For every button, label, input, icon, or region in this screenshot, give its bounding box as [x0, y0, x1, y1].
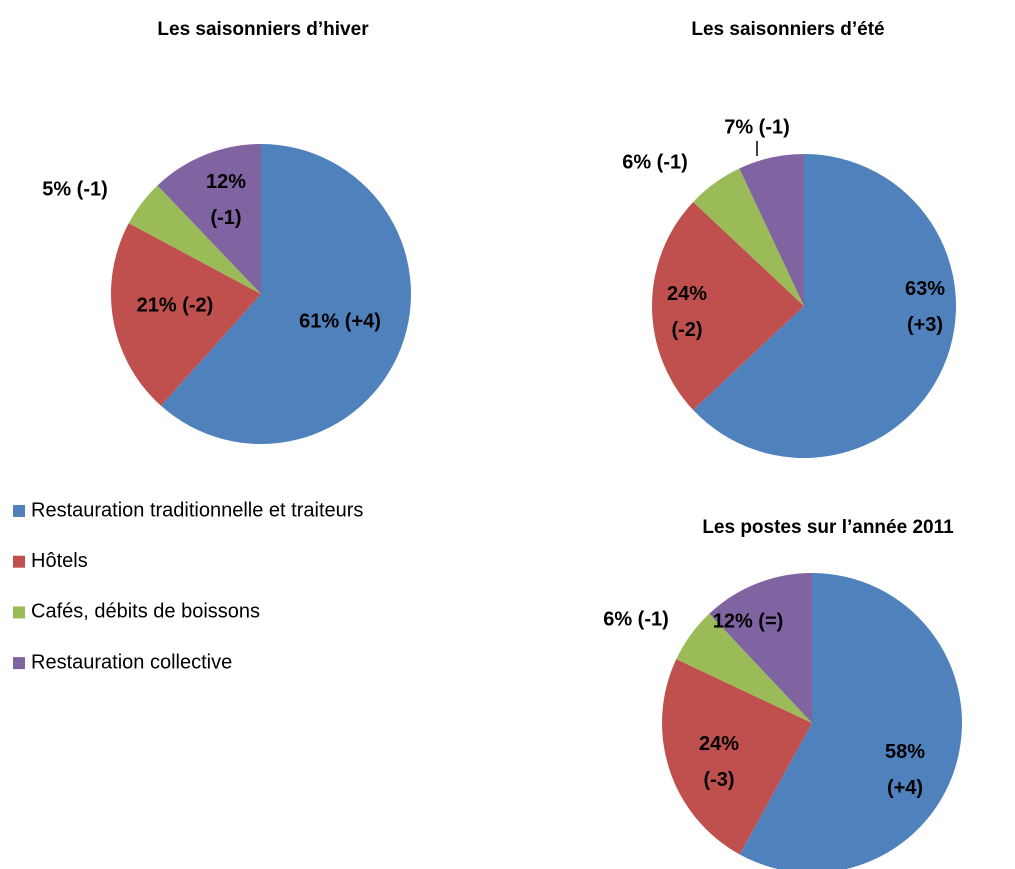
data-label: 7% (-1) [724, 116, 790, 138]
data-label: 61% (+4) [299, 310, 381, 332]
legend-swatch [13, 505, 25, 517]
pie-slice [160, 144, 411, 444]
legend-label: Restauration traditionnelle et traiteurs [31, 499, 363, 521]
legend-label: Restauration collective [31, 651, 232, 673]
data-label: 6% (-1) [603, 608, 669, 630]
data-label: 21% (-2) [137, 294, 214, 316]
pie-slice [693, 154, 956, 458]
data-label: 5% (-1) [42, 178, 108, 200]
pie-slice [739, 154, 804, 306]
pie-slice [157, 144, 261, 294]
pie-slice [651, 201, 804, 411]
data-label: 12% (=) [713, 610, 784, 632]
legend-swatch [13, 606, 25, 619]
chart-title: Les saisonniers d’hiver [157, 19, 369, 40]
legend-label: Cafés, débits de boissons [31, 601, 260, 623]
data-label: 24% (-3) [699, 733, 739, 791]
legend-swatch [13, 657, 25, 670]
pie-slice [709, 573, 812, 723]
legend-swatch [13, 555, 25, 568]
data-label: 63% (+3) [905, 278, 945, 336]
data-label: 12% (-1) [206, 171, 246, 229]
pie-slice [676, 613, 812, 723]
pie-slice [110, 223, 261, 406]
pie-slice [693, 168, 804, 306]
data-label: 6% (-1) [622, 151, 688, 173]
data-label: 24% (-2) [667, 283, 707, 341]
chart-title: Les postes sur l’année 2011 [702, 517, 954, 538]
pie-slice [739, 573, 962, 869]
pie-slice [662, 659, 812, 855]
chart-title: Les saisonniers d’été [691, 19, 884, 40]
legend-label: Hôtels [31, 550, 88, 572]
pie-slice [128, 185, 261, 294]
data-label: 58% (+4) [885, 741, 925, 799]
